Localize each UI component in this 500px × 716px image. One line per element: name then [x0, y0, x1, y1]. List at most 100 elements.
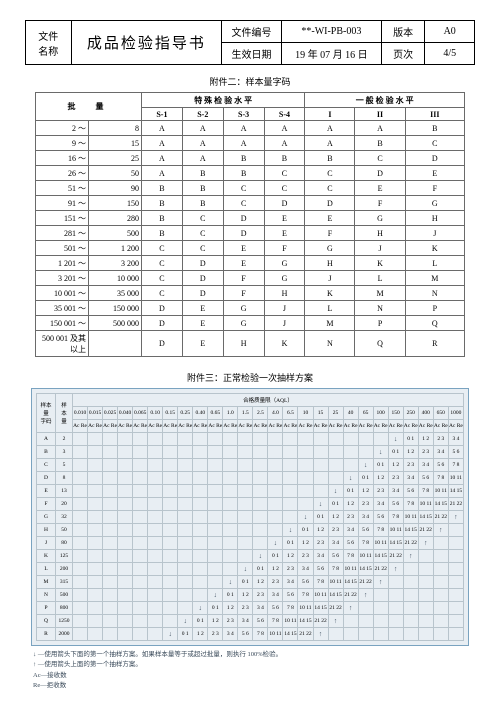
code-cell: H: [223, 331, 264, 357]
row-size: 2: [56, 433, 73, 446]
batch-to: 25: [89, 151, 142, 166]
row-code: A: [37, 433, 56, 446]
plan-cell: [88, 498, 103, 511]
plan-cell: 3 4: [433, 446, 448, 459]
plan-cell: [253, 472, 268, 485]
plan-cell: [268, 537, 283, 550]
plan-cell: 3 4: [418, 459, 433, 472]
plan-cell: [73, 498, 88, 511]
th-col: S-3: [223, 108, 264, 121]
plan-cell: [403, 602, 418, 615]
plan-cell: [103, 615, 118, 628]
plan-cell: 21 22: [298, 628, 313, 641]
plan-cell: 10 11: [283, 615, 298, 628]
code-cell: P: [355, 316, 405, 331]
plan-cell: [313, 433, 328, 446]
plan-cell: [178, 511, 193, 524]
plan-cell: [148, 511, 163, 524]
plan-cell: [283, 524, 298, 537]
plan-cell: [133, 602, 148, 615]
header-table: 文件名称 成品检验指导书 文件编号 **-WI-PB-003 版本 A0 生效日…: [25, 20, 475, 65]
plan-cell: [253, 511, 268, 524]
aql-col: 40: [343, 407, 358, 420]
plan-cell: 10 11: [358, 550, 373, 563]
plan-cell: [133, 446, 148, 459]
plan-cell: [208, 498, 223, 511]
plan-cell: [73, 446, 88, 459]
plan-cell: [358, 589, 373, 602]
plan-cell: [178, 589, 193, 602]
code-cell: L: [305, 301, 355, 316]
batch-to: 10 000: [89, 271, 142, 286]
plan-cell: [238, 446, 253, 459]
plan-cell: [103, 459, 118, 472]
code-cell: M: [355, 286, 405, 301]
aql-col: 1.5: [238, 407, 253, 420]
legend-3: Ac—接收数: [33, 671, 67, 681]
code-cell: B: [182, 181, 223, 196]
plan-cell: 0 1: [268, 550, 283, 563]
plan-cell: [163, 628, 178, 641]
plan-cell: [88, 550, 103, 563]
plan-cell: 7 8: [418, 485, 433, 498]
plan-cell: 3 4: [403, 472, 418, 485]
plan-cell: [373, 576, 388, 589]
plan-cell: 10 11: [418, 498, 433, 511]
plan-cell: [118, 563, 133, 576]
plan-cell: 2 3: [223, 615, 238, 628]
plan-cell: 7 8: [433, 472, 448, 485]
plan-cell: 1 2: [313, 524, 328, 537]
code-cell: E: [182, 301, 223, 316]
code-cell: K: [405, 241, 464, 256]
code-cell: N: [405, 286, 464, 301]
row-code: C: [37, 459, 56, 472]
code-cell: E: [223, 256, 264, 271]
plan-cell: [103, 602, 118, 615]
plan-cell: 1 2: [238, 589, 253, 602]
plan-cell: 21 22: [448, 498, 463, 511]
plan-cell: [73, 459, 88, 472]
code-cell: F: [223, 271, 264, 286]
plan-cell: 3 4: [373, 498, 388, 511]
plan-cell: [148, 537, 163, 550]
batch-to: 500 000: [89, 316, 142, 331]
code-cell: A: [142, 166, 183, 181]
code-cell: E: [182, 331, 223, 357]
plan-cell: 7 8: [268, 615, 283, 628]
row-size: 1250: [56, 615, 73, 628]
aql-col: 150: [388, 407, 403, 420]
code-cell: A: [142, 121, 183, 136]
plan-cell: [73, 628, 88, 641]
code-cell: C: [223, 181, 264, 196]
code-cell: D: [305, 196, 355, 211]
plan-cell: [403, 563, 418, 576]
plan-cell: [148, 524, 163, 537]
code-cell: A: [142, 151, 183, 166]
batch-from: 3 201 ～: [36, 271, 89, 286]
plan-cell: [163, 459, 178, 472]
plan-cell: 2 3: [373, 485, 388, 498]
code-cell: H: [264, 286, 305, 301]
plan-cell: [133, 472, 148, 485]
plan-cell: 3 4: [298, 563, 313, 576]
doc-title: 成品检验指导书: [71, 21, 222, 65]
plan-cell: [178, 485, 193, 498]
plan-cell: [73, 576, 88, 589]
batch-from: 16 ～: [36, 151, 89, 166]
plan-cell: [373, 628, 388, 641]
code-cell: A: [223, 136, 264, 151]
aql-col: 15: [313, 407, 328, 420]
plan-cell: 1 2: [253, 576, 268, 589]
plan-cell: [208, 589, 223, 602]
aql-col: 0.15: [163, 407, 178, 420]
batch-from: 9 ～: [36, 136, 89, 151]
plan-cell: [118, 459, 133, 472]
plan-cell: [103, 446, 118, 459]
plan-cell: [418, 589, 433, 602]
th-batch: 批 量: [36, 93, 142, 121]
plan-cell: [298, 433, 313, 446]
row-size: 32: [56, 511, 73, 524]
code-cell: C: [142, 271, 183, 286]
code-cell: R: [405, 331, 464, 357]
batch-to: 150: [89, 196, 142, 211]
